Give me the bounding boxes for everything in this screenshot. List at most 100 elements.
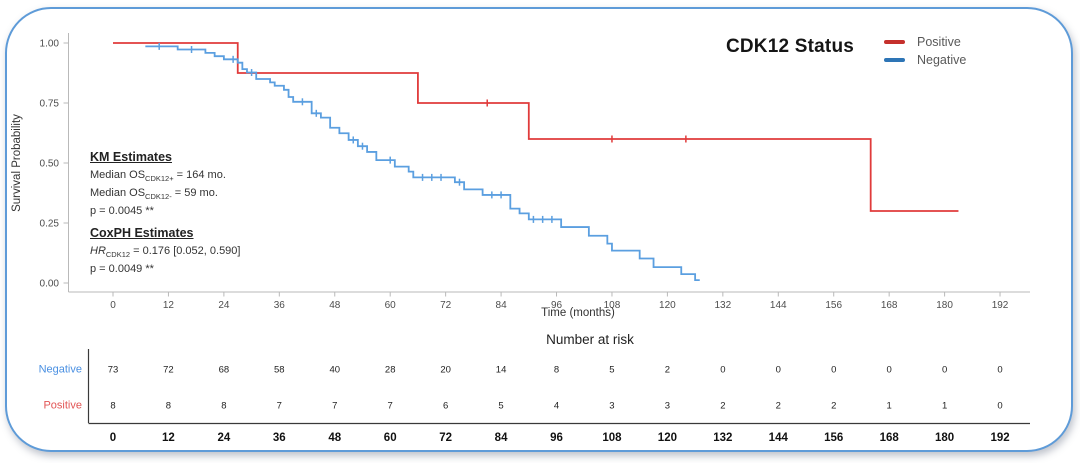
x-tick-label: 120: [659, 300, 676, 311]
km-median-positive: Median OSCDK12+ = 164 mo.: [90, 168, 226, 186]
risk-axis-label: 12: [162, 432, 175, 444]
risk-axis-label: 36: [273, 432, 286, 444]
coxph-hr-post: = 0.176 [0.052, 0.590]: [130, 245, 241, 257]
risk-axis-label: 48: [328, 432, 341, 444]
positive-swatch-icon: [884, 39, 905, 45]
risk-axis-label: 60: [384, 432, 397, 444]
risk-axis-label: 192: [990, 432, 1009, 444]
km-line2-pre: Median OS: [90, 187, 146, 200]
coxph-hr-line: HRCDK12 = 0.176 [0.052, 0.590]: [90, 244, 240, 262]
risk-count: 5: [609, 365, 614, 376]
coxph-hr-sub: CDK12: [105, 250, 131, 260]
x-tick-label: 108: [604, 300, 621, 311]
y-tick-label: 0.00: [40, 279, 60, 290]
risk-count: 0: [831, 365, 836, 376]
legend-item-positive: Positive: [884, 33, 966, 51]
y-tick-label: 0.25: [40, 219, 60, 230]
risk-row-label-positive: Positive: [43, 400, 82, 412]
km-pvalue: p = 0.0045 **: [90, 205, 154, 218]
risk-count: 72: [163, 365, 174, 376]
negative-swatch-icon: [884, 57, 905, 63]
risk-axis-label: 120: [658, 432, 677, 444]
risk-axis-label: 168: [880, 432, 900, 444]
km-line1-pre: Median OS: [90, 169, 146, 181]
risk-count: 0: [720, 365, 725, 376]
risk-count: 0: [997, 365, 1002, 376]
risk-count: 0: [776, 365, 781, 376]
risk-count: 1: [887, 401, 892, 412]
risk-axis-label: 156: [824, 432, 843, 444]
risk-count: 1: [942, 401, 947, 412]
km-line2-sub: CDK12-: [145, 192, 172, 202]
x-tick-label: 0: [110, 300, 116, 311]
x-tick-label: 60: [385, 300, 397, 311]
risk-count: 14: [496, 365, 507, 376]
risk-count: 5: [498, 401, 503, 412]
risk-axis-label: 144: [769, 432, 789, 444]
risk-count: 40: [329, 365, 340, 376]
x-tick-label: 180: [936, 300, 953, 311]
x-tick-label: 12: [163, 300, 175, 311]
km-line1-post: = 164 mo.: [173, 169, 226, 181]
risk-axis-label: 108: [602, 432, 622, 444]
km-line1-sub: CDK12+: [145, 174, 174, 184]
risk-axis-label: 0: [110, 432, 116, 444]
risk-count: 68: [219, 365, 230, 376]
risk-axis-label: 72: [439, 432, 452, 444]
km-line2-post: = 59 mo.: [171, 187, 218, 200]
x-tick-label: 48: [329, 300, 341, 311]
risk-count: 2: [720, 401, 725, 412]
risk-count: 8: [166, 401, 171, 412]
risk-axis-label: 132: [713, 432, 732, 444]
coxph-estimates-title: CoxPH Estimates: [90, 226, 194, 240]
coxph-pvalue: p = 0.0049 **: [90, 263, 154, 276]
y-tick-label: 0.50: [40, 159, 60, 170]
risk-count: 3: [609, 401, 614, 412]
x-tick-label: 36: [274, 300, 286, 311]
x-tick-label: 96: [551, 300, 563, 311]
coxph-hr-pre: HR: [90, 245, 106, 257]
x-tick-label: 132: [714, 300, 731, 311]
risk-axis-label: 180: [935, 432, 954, 444]
risk-axis-label: 96: [550, 432, 563, 444]
risk-count: 73: [108, 365, 119, 376]
risk-count: 20: [440, 365, 451, 376]
x-tick-label: 84: [496, 300, 508, 311]
risk-count: 8: [554, 365, 559, 376]
x-tick-label: 24: [218, 300, 230, 311]
risk-row-label-negative: Negative: [39, 364, 82, 376]
km-median-negative: Median OSCDK12- = 59 mo.: [90, 186, 226, 204]
risk-count: 2: [776, 401, 781, 412]
x-tick-label: 192: [992, 300, 1009, 311]
km-estimates-title: KM Estimates: [90, 150, 172, 164]
risk-count: 58: [274, 365, 285, 376]
risk-count: 6: [443, 401, 448, 412]
risk-count: 7: [388, 401, 393, 412]
coxph-estimates-annotation: CoxPH Estimates HRCDK12 = 0.176 [0.052, …: [90, 226, 240, 276]
risk-count: 4: [554, 401, 559, 412]
y-tick-label: 0.75: [40, 99, 60, 110]
risk-count: 2: [831, 401, 836, 412]
legend: Positive Negative: [884, 33, 966, 69]
risk-count: 0: [887, 365, 892, 376]
y-axis-title: Survival Probability: [11, 114, 23, 212]
y-tick-label: 1.00: [40, 39, 60, 50]
x-tick-label: 156: [825, 300, 842, 311]
x-tick-label: 144: [770, 300, 787, 311]
km-estimates-annotation: KM Estimates Median OSCDK12+ = 164 mo. M…: [90, 150, 226, 218]
risk-count: 7: [332, 401, 337, 412]
risk-table-title: Number at risk: [546, 332, 634, 347]
risk-count: 3: [665, 401, 670, 412]
legend-label-positive: Positive: [917, 35, 961, 49]
x-tick-label: 168: [881, 300, 898, 311]
risk-axis-label: 84: [495, 432, 508, 444]
risk-count: 8: [110, 401, 115, 412]
chart-legend-title: CDK12 Status: [725, 36, 855, 57]
risk-axis-label: 24: [217, 432, 230, 444]
risk-count: 0: [942, 365, 947, 376]
x-axis-title: Time (months): [541, 307, 615, 319]
risk-count: 8: [221, 401, 226, 412]
risk-count: 28: [385, 365, 396, 376]
risk-count: 0: [997, 401, 1002, 412]
